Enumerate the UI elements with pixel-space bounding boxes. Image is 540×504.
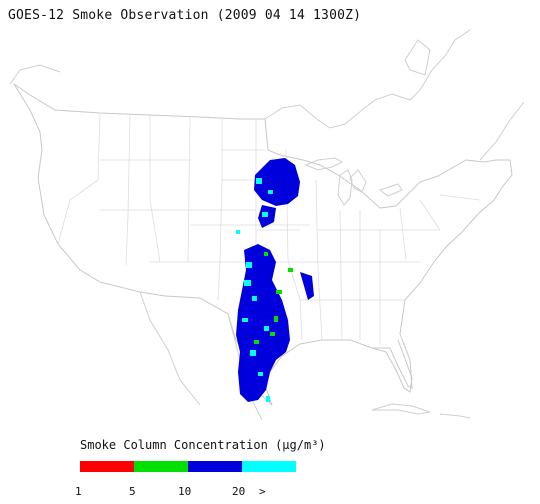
legend-tick-20: 20 xyxy=(232,485,246,498)
us-smoke-map xyxy=(9,29,525,421)
legend-color-bar xyxy=(80,461,296,472)
us-outline xyxy=(13,83,513,406)
map-title: GOES-12 Smoke Observation (2009 04 14 13… xyxy=(8,8,362,23)
caribbean-outline xyxy=(371,403,471,419)
smoke-plume xyxy=(236,158,314,402)
legend-tick-gt: > xyxy=(259,485,266,498)
canada-outline xyxy=(9,29,525,161)
legend-tick-10: 10 xyxy=(178,485,192,498)
great-lakes xyxy=(304,157,403,206)
legend-tick-5: 5 xyxy=(129,485,136,498)
legend-tick-1: 1 xyxy=(75,485,82,498)
legend-bin-1-5 xyxy=(80,461,134,472)
legend-bin-20-plus xyxy=(242,461,296,472)
legend-title: Smoke Column Concentration (μg/m³) xyxy=(80,438,326,452)
legend-bin-10-20 xyxy=(188,461,242,472)
florida-outline xyxy=(371,339,413,393)
legend-bin-5-10 xyxy=(134,461,188,472)
